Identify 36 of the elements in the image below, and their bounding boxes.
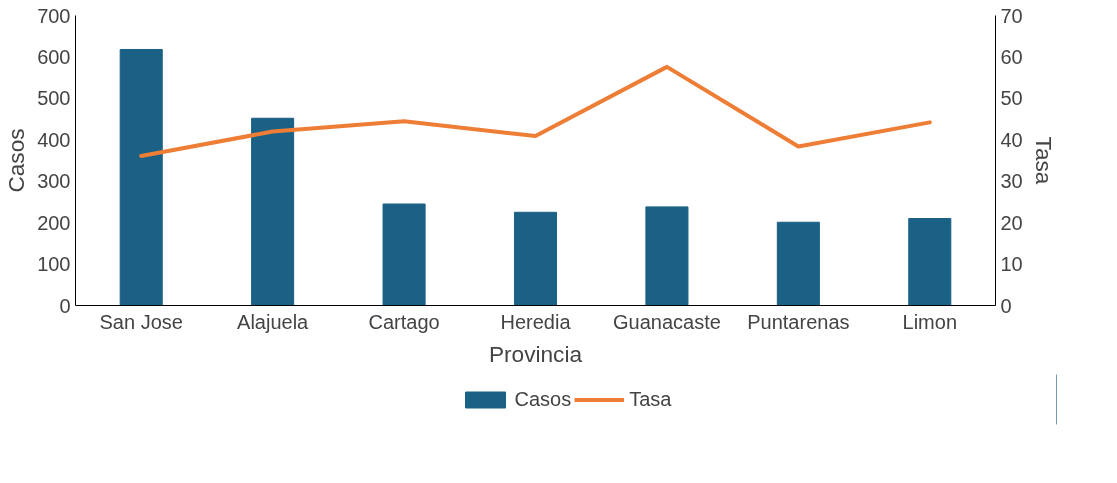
y2-tick-label: 0	[1000, 294, 1012, 317]
x-axis-title: Provincia	[488, 340, 583, 367]
bar	[251, 117, 295, 306]
x-tick-label: Puntarenas	[747, 310, 850, 333]
bar	[382, 203, 426, 306]
y2-tick-label: 30	[1000, 170, 1023, 193]
bar	[513, 211, 558, 306]
y-tick-label: 300	[37, 170, 71, 193]
legend-label: Tasa	[629, 387, 672, 411]
y-tick-label: 200	[37, 211, 71, 234]
bar	[119, 48, 163, 306]
y-tick-label: 600	[37, 45, 71, 68]
y2-tick-label: 40	[1000, 128, 1023, 151]
line-series	[139, 64, 932, 158]
y2-tick-label: 10	[1000, 253, 1023, 276]
x-tick-label: San Jose	[99, 310, 183, 333]
y2-tick-label: 70	[1000, 4, 1023, 27]
y2-tick-label: 20	[1000, 211, 1023, 234]
x-tick-label: Limon	[902, 310, 958, 333]
y-tick-label: 500	[37, 87, 71, 110]
y-tick-label: 0	[59, 294, 71, 317]
x-tick-label: Heredia	[500, 310, 572, 333]
y2-axis-title: Tasa	[1030, 136, 1057, 185]
bar	[776, 221, 820, 306]
legend-label: Casos	[514, 387, 572, 411]
x-tick-label: Guanacaste	[613, 310, 721, 333]
bar	[645, 206, 689, 306]
x-tick-label: Cartago	[368, 310, 440, 333]
y-tick-label: 400	[37, 128, 71, 151]
y2-tick-label: 60	[1000, 45, 1023, 68]
x-tick-label: Alajuela	[237, 310, 310, 333]
y-tick-label: 700	[37, 4, 71, 27]
y-tick-label: 100	[37, 253, 71, 276]
y-axis-title: Casos	[3, 128, 30, 193]
bar	[908, 218, 952, 306]
y2-tick-label: 50	[1000, 87, 1023, 110]
